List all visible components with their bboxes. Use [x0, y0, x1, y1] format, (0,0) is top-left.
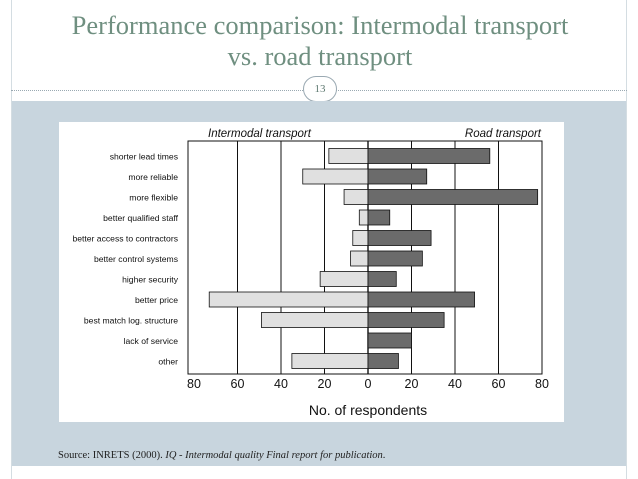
frame-left-line	[11, 0, 12, 479]
bar-intermodal	[319, 271, 369, 287]
x-axis-label: No. of respondents	[309, 402, 427, 418]
x-tick-label: 40	[274, 377, 288, 391]
bar-intermodal	[291, 353, 369, 369]
category-label: other	[158, 357, 178, 367]
bar-road	[367, 312, 445, 328]
source-citation: Source: INRETS (2000). IQ - Intermodal q…	[58, 450, 618, 461]
plot-frame	[187, 140, 543, 375]
bar-intermodal	[350, 250, 369, 267]
category-label: lack of service	[124, 336, 179, 346]
title-line-2: vs. road transport	[227, 41, 413, 71]
source-text: Source: INRETS (2000).	[58, 450, 166, 461]
bar-road	[367, 291, 475, 308]
bar-intermodal	[302, 168, 369, 185]
bar-road	[367, 209, 391, 226]
category-label: better qualified staff	[103, 213, 178, 223]
bar-road	[367, 353, 399, 369]
x-tick-label: 80	[187, 377, 201, 391]
category-label: more flexible	[129, 193, 178, 203]
x-tick-label: 60	[492, 377, 506, 391]
category-label: best match log. structure	[84, 316, 178, 326]
legend-road: Road transport	[465, 128, 542, 140]
bar-intermodal	[358, 209, 369, 226]
frame-right-line	[626, 0, 627, 479]
title-line-1: Performance comparison: Intermodal trans…	[71, 10, 569, 40]
chart-container: Intermodal transport Road transport shor…	[59, 122, 564, 422]
legend-intermodal: Intermodal transport	[208, 128, 312, 140]
bar-intermodal	[328, 148, 369, 164]
category-label: better control systems	[94, 254, 178, 264]
bar-road	[367, 168, 428, 185]
slide-title: Performance comparison: Intermodal trans…	[14, 10, 626, 72]
x-tick-label: 20	[318, 377, 332, 391]
bar-intermodal	[352, 230, 369, 246]
bar-road	[367, 332, 412, 349]
slide-number-badge: 13	[303, 76, 337, 102]
x-tick-label: 40	[448, 377, 462, 391]
category-label: more reliable	[128, 172, 178, 182]
x-tick-label: 20	[405, 377, 419, 391]
bar-intermodal	[343, 189, 369, 205]
bar-road	[367, 189, 539, 205]
x-tick-label: 60	[231, 377, 245, 391]
bar-intermodal	[261, 312, 369, 328]
category-label: better access to contractors	[72, 234, 178, 244]
bar-road	[367, 271, 397, 287]
bar-road	[367, 148, 491, 164]
bar-chart: Intermodal transport Road transport shor…	[72, 128, 549, 418]
category-label: better price	[135, 295, 178, 305]
bar-road	[367, 250, 423, 267]
source-end: .	[382, 450, 386, 461]
bar-intermodal	[208, 291, 369, 308]
source-report-title: IQ - Intermodal quality Final report for…	[165, 450, 383, 461]
bar-road	[367, 230, 432, 246]
x-tick-label: 0	[365, 377, 372, 391]
category-label: higher security	[122, 275, 179, 285]
category-label: shorter lead times	[110, 152, 178, 162]
x-tick-label: 80	[535, 377, 549, 391]
